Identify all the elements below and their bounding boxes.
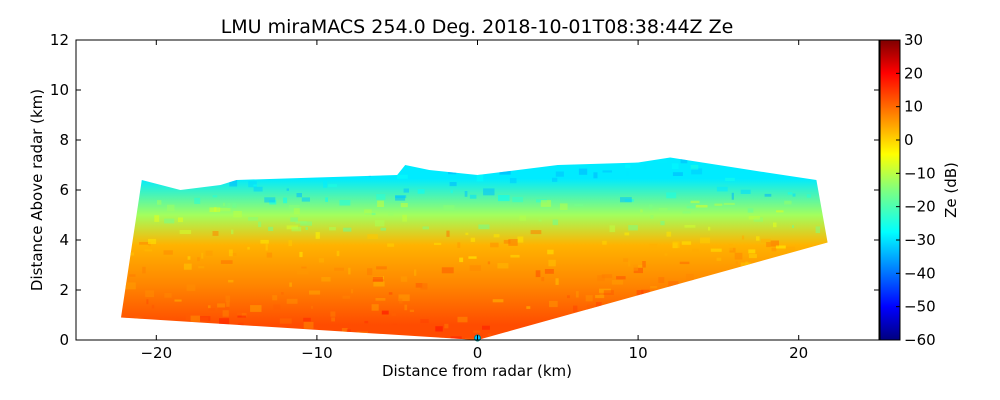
colorbar-scale bbox=[879, 39, 901, 341]
colorbar-ticks: 30 20 10 0 −10 −20 −30 −40 −50 −60 bbox=[896, 31, 936, 349]
colorbar-tick-label: 10 bbox=[904, 98, 923, 116]
y-tick-label: 8 bbox=[59, 131, 69, 149]
colorbar-tick-label: −30 bbox=[904, 231, 936, 249]
y-tick-label: 10 bbox=[50, 81, 69, 99]
colorbar-label: Ze (dB) bbox=[942, 162, 960, 218]
x-tick-label: −20 bbox=[140, 344, 172, 362]
colorbar-tick-label: −60 bbox=[904, 331, 936, 349]
y-tick-label: 4 bbox=[59, 231, 69, 249]
colorbar-tick-label: −40 bbox=[904, 264, 936, 282]
colorbar-tick-label: 0 bbox=[904, 131, 914, 149]
y-tick-label: 6 bbox=[59, 181, 69, 199]
x-tick-label: −10 bbox=[301, 344, 333, 362]
chart-title: LMU miraMACS 254.0 Deg. 2018-10-01T08:38… bbox=[221, 16, 734, 38]
x-tick-label: 20 bbox=[789, 344, 808, 362]
y-axis-label: Distance Above radar (km) bbox=[28, 89, 46, 291]
x-axis-label: Distance from radar (km) bbox=[382, 362, 572, 380]
x-tick-label: 10 bbox=[629, 344, 648, 362]
x-axis: −20 −10 0 10 20 bbox=[140, 40, 808, 362]
colorbar: 30 20 10 0 −10 −20 −30 −40 −50 −60 Ze (dB) bbox=[879, 31, 960, 349]
colorbar-tick-label: −10 bbox=[904, 164, 936, 182]
colorbar-tick-label: 30 bbox=[904, 31, 923, 49]
colorbar-tick-label: −50 bbox=[904, 298, 936, 316]
y-tick-label: 0 bbox=[59, 331, 69, 349]
x-tick-label: 0 bbox=[473, 344, 483, 362]
y-axis: 0 2 4 6 8 10 12 bbox=[50, 31, 879, 349]
plot-area bbox=[75, 39, 880, 342]
colorbar-tick-label: −20 bbox=[904, 198, 936, 216]
colorbar-tick-label: 20 bbox=[904, 64, 923, 82]
y-tick-label: 12 bbox=[50, 31, 69, 49]
y-tick-label: 2 bbox=[59, 281, 69, 299]
